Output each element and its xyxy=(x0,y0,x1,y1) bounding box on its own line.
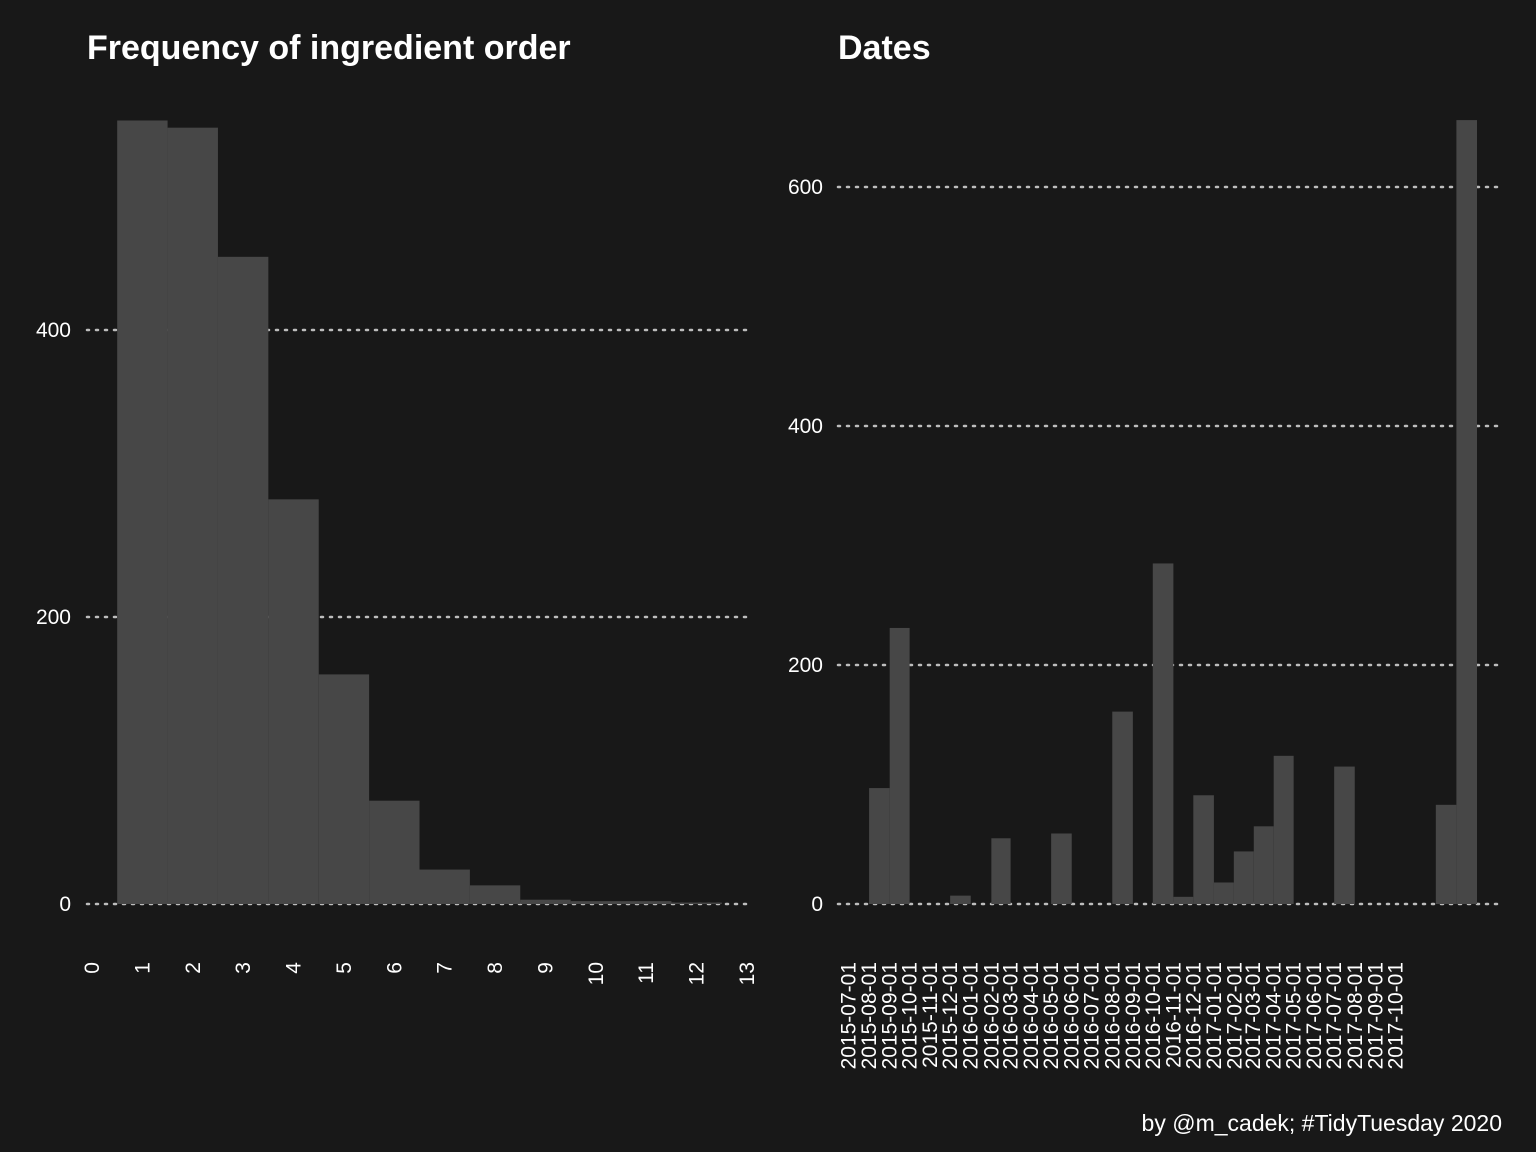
bar xyxy=(1152,563,1174,904)
x-tick-label: 2017-07-01 xyxy=(1323,962,1346,1069)
x-tick-label: 2017-09-01 xyxy=(1364,962,1387,1069)
y-tick-label: 400 xyxy=(788,415,823,438)
x-tick-label: 2016-09-01 xyxy=(1122,962,1145,1069)
x-tick-label: 6 xyxy=(383,962,406,974)
bar xyxy=(671,902,722,904)
x-tick-label: 2016-08-01 xyxy=(1101,962,1124,1069)
x-tick-label: 0 xyxy=(81,962,104,974)
bar xyxy=(1112,711,1133,904)
x-tick-label: 2016-02-01 xyxy=(980,962,1003,1069)
bar xyxy=(570,901,622,904)
bar xyxy=(1173,896,1194,904)
x-tick-label: 2015-08-01 xyxy=(858,962,881,1069)
x-tick-label: 4 xyxy=(283,962,306,974)
y-tick-label: 0 xyxy=(811,893,823,916)
x-tick-label: 2015-12-01 xyxy=(939,962,962,1069)
x-tick-label: 13 xyxy=(736,962,759,985)
bar xyxy=(318,674,370,904)
bar xyxy=(889,627,910,904)
x-tick-label: 2017-10-01 xyxy=(1384,962,1407,1069)
bar xyxy=(1334,766,1355,904)
bars xyxy=(117,120,722,905)
x-tick-label: 11 xyxy=(635,962,658,984)
x-tick-label: 2017-05-01 xyxy=(1283,962,1306,1069)
bar xyxy=(621,901,672,904)
y-tick-label: 200 xyxy=(36,606,71,629)
x-tick-label: 2016-10-01 xyxy=(1142,962,1165,1069)
bar xyxy=(369,800,420,904)
x-tick-label: 3 xyxy=(232,962,255,974)
bar xyxy=(950,895,971,904)
x-tick-label: 2016-04-01 xyxy=(1020,962,1043,1069)
x-tick-label: 2017-04-01 xyxy=(1263,962,1286,1069)
bar xyxy=(991,838,1011,904)
x-tick-label: 2016-03-01 xyxy=(1000,962,1023,1069)
x-tick-label: 2017-06-01 xyxy=(1303,962,1326,1069)
bar xyxy=(117,120,168,905)
x-tick-label: 5 xyxy=(333,962,356,974)
chart-title: Dates xyxy=(838,29,931,67)
bar xyxy=(1253,826,1274,904)
y-tick-label: 600 xyxy=(788,176,823,199)
x-tick-label: 2017-01-01 xyxy=(1203,962,1226,1069)
x-tick-label: 2015-09-01 xyxy=(879,962,902,1069)
x-tick-label: 12 xyxy=(686,962,709,985)
bar xyxy=(1233,851,1254,904)
x-tick-label: 2017-08-01 xyxy=(1344,962,1367,1069)
y-tick-label: 200 xyxy=(788,654,823,677)
x-tick-label: 2015-10-01 xyxy=(899,962,922,1069)
bar xyxy=(1213,882,1234,904)
x-tick-label: 2 xyxy=(182,962,205,974)
x-tick-label: 2016-06-01 xyxy=(1061,962,1084,1069)
bar xyxy=(217,256,269,904)
ingredient-order-panel: Frequency of ingredient order 0 200 400 0 1… xyxy=(36,29,759,985)
bar xyxy=(520,899,571,904)
x-tick-label: 9 xyxy=(534,962,557,974)
x-tick-labels: 0 1 2 3 4 5 6 7 8 9 10 11 12 13 xyxy=(81,962,759,986)
bar xyxy=(1456,120,1478,904)
x-tick-label: 2017-03-01 xyxy=(1242,962,1265,1069)
bar xyxy=(419,869,470,904)
y-tick-label: 0 xyxy=(59,893,71,916)
x-tick-label: 1 xyxy=(131,962,154,974)
x-tick-label: 7 xyxy=(434,962,457,974)
x-tick-label: 2016-12-01 xyxy=(1182,962,1205,1069)
bars xyxy=(869,120,1478,904)
x-tick-labels: 2015-07-012015-08-012015-09-012015-10-01… xyxy=(838,962,1408,1069)
bar xyxy=(1435,804,1457,904)
x-tick-label: 2016-05-01 xyxy=(1040,962,1063,1069)
bar xyxy=(1273,755,1294,904)
bar xyxy=(469,885,521,904)
chart-title: Frequency of ingredient order xyxy=(87,29,571,67)
bar xyxy=(268,499,319,904)
caption: by @m_cadek; #TidyTuesday 2020 xyxy=(1142,1110,1502,1136)
x-tick-label: 8 xyxy=(484,962,507,974)
y-tick-labels: 0 200 400 xyxy=(36,319,71,916)
x-tick-label: 2016-01-01 xyxy=(960,962,983,1069)
y-tick-label: 400 xyxy=(36,319,71,342)
bar xyxy=(1051,833,1072,904)
x-tick-label: 2015-11-01 xyxy=(919,962,942,1068)
bar xyxy=(869,788,890,904)
bar xyxy=(167,127,218,905)
x-tick-label: 2016-11-01 xyxy=(1162,962,1185,1068)
x-tick-label: 2015-07-01 xyxy=(838,962,861,1069)
x-tick-label: 2017-02-01 xyxy=(1224,962,1247,1069)
x-tick-label: 10 xyxy=(585,962,608,985)
x-tick-label: 2016-07-01 xyxy=(1081,962,1104,1069)
bar xyxy=(1193,795,1214,904)
y-tick-labels: 0 200 400 600 xyxy=(788,176,823,916)
